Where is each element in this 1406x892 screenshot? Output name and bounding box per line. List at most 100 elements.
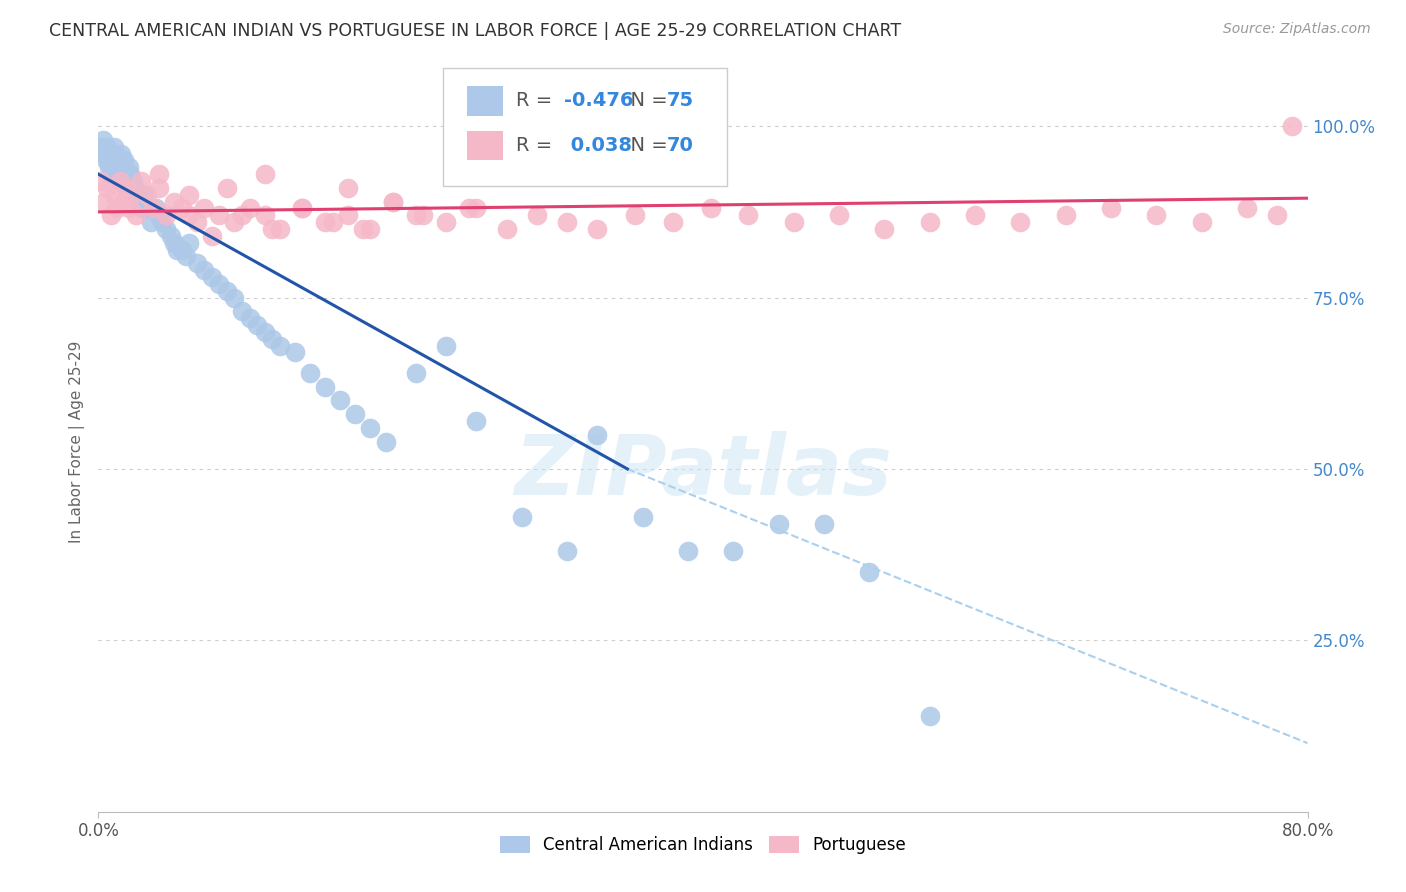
Point: [412, 208, 434, 222]
Text: 0.038: 0.038: [564, 136, 631, 155]
Point: [676, 544, 699, 558]
Point: [246, 318, 269, 332]
Point: [231, 208, 253, 222]
Point: [253, 325, 276, 339]
Point: [90, 174, 112, 188]
Point: [111, 194, 134, 209]
Point: [94, 153, 117, 168]
Point: [132, 187, 155, 202]
Point: [239, 202, 262, 216]
Point: [118, 202, 141, 216]
Point: [965, 208, 987, 222]
Point: [434, 215, 457, 229]
Point: [100, 208, 122, 222]
Point: [344, 407, 367, 421]
Point: [111, 167, 134, 181]
Point: [193, 202, 215, 216]
Text: Source: ZipAtlas.com: Source: ZipAtlas.com: [1223, 22, 1371, 37]
Point: [193, 263, 215, 277]
Point: [405, 208, 427, 222]
Point: [148, 208, 170, 222]
Point: [215, 284, 238, 298]
Point: [105, 202, 128, 216]
FancyBboxPatch shape: [443, 68, 727, 186]
Point: [110, 161, 132, 175]
Point: [262, 222, 284, 236]
Point: [465, 414, 488, 428]
Point: [768, 516, 790, 531]
Point: [96, 181, 118, 195]
Point: [142, 202, 165, 216]
Point: [495, 222, 517, 236]
Point: [148, 181, 170, 195]
Text: N =: N =: [619, 92, 675, 111]
Point: [586, 427, 609, 442]
Point: [918, 215, 941, 229]
Point: [918, 708, 941, 723]
Point: [129, 202, 152, 216]
Point: [145, 202, 167, 216]
Point: [166, 243, 188, 257]
Point: [405, 366, 427, 380]
Text: 75: 75: [666, 92, 693, 111]
Point: [336, 181, 359, 195]
Point: [100, 153, 122, 168]
Point: [170, 243, 193, 257]
Text: -0.476: -0.476: [564, 92, 634, 111]
Text: N =: N =: [619, 136, 675, 155]
Point: [813, 516, 835, 531]
Point: [155, 208, 177, 222]
Point: [465, 202, 488, 216]
Point: [103, 140, 125, 154]
Point: [163, 194, 186, 209]
Point: [314, 215, 336, 229]
Point: [457, 202, 479, 216]
Point: [174, 250, 197, 264]
Point: [253, 208, 276, 222]
Point: [108, 174, 131, 188]
Point: [382, 194, 405, 209]
Point: [208, 208, 231, 222]
Point: [110, 146, 132, 161]
Point: [96, 140, 118, 154]
Point: [224, 215, 246, 229]
Point: [103, 146, 125, 161]
Point: [118, 161, 141, 175]
Y-axis label: In Labor Force | Age 25-29: In Labor Force | Age 25-29: [69, 341, 84, 542]
Point: [114, 167, 136, 181]
Point: [93, 194, 115, 209]
Point: [160, 228, 183, 243]
Point: [201, 228, 224, 243]
Point: [129, 174, 152, 188]
FancyBboxPatch shape: [467, 130, 503, 161]
Point: [179, 208, 201, 222]
Point: [269, 338, 291, 352]
Point: [215, 181, 238, 195]
Point: [98, 161, 121, 175]
Point: [783, 215, 806, 229]
Point: [120, 167, 142, 181]
Legend: Central American Indians, Portuguese: Central American Indians, Portuguese: [491, 828, 915, 863]
Point: [1267, 208, 1289, 222]
Point: [103, 187, 125, 202]
Point: [114, 181, 136, 195]
Point: [322, 215, 344, 229]
Point: [148, 167, 170, 181]
Point: [374, 434, 396, 449]
Point: [1191, 215, 1213, 229]
Point: [314, 380, 336, 394]
Point: [1281, 119, 1303, 133]
Point: [231, 304, 253, 318]
Point: [115, 181, 138, 195]
Point: [262, 332, 284, 346]
Text: R =: R =: [516, 136, 558, 155]
Point: [155, 222, 177, 236]
Point: [121, 187, 143, 202]
Point: [224, 291, 246, 305]
Point: [858, 565, 880, 579]
Point: [661, 215, 683, 229]
Point: [434, 338, 457, 352]
Point: [631, 510, 654, 524]
Point: [124, 181, 146, 195]
Point: [269, 222, 291, 236]
